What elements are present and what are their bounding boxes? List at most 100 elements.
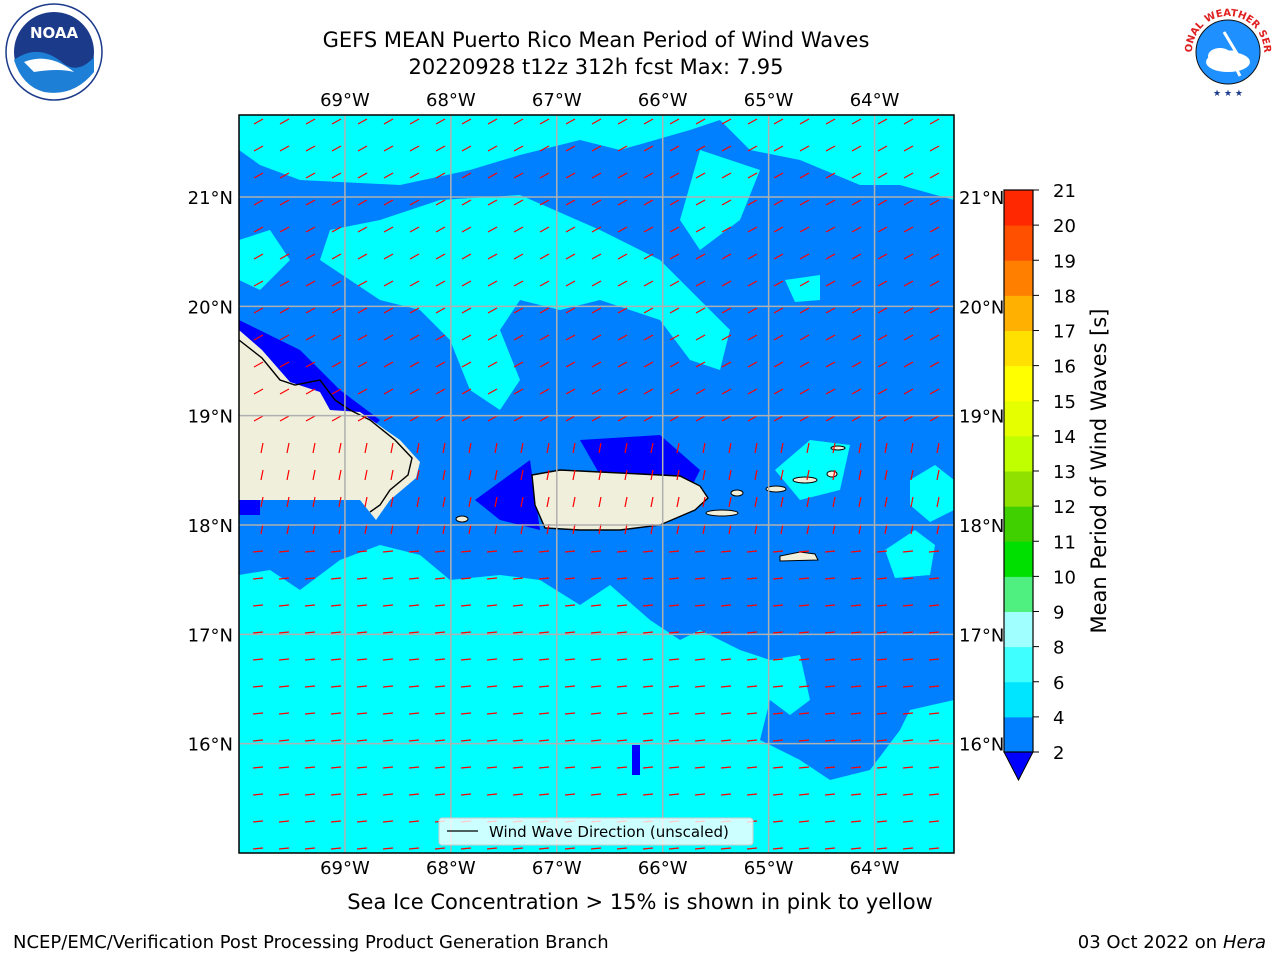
wave-arrow	[851, 388, 862, 395]
wave-arrow	[278, 793, 290, 796]
wave-arrow	[876, 793, 888, 796]
wave-arrow	[754, 469, 758, 481]
wave-arrow	[260, 442, 264, 454]
land-anegada	[830, 445, 846, 451]
wave-arrow	[798, 550, 810, 553]
wave-arrow	[772, 793, 784, 796]
wave-arrow	[720, 577, 732, 580]
wave-arrow	[642, 793, 654, 796]
wave-arrow	[434, 712, 446, 715]
wave-arrow	[565, 307, 576, 314]
colorbar-tick-label: 6	[1053, 673, 1064, 694]
wind-wave-arrows	[252, 118, 940, 850]
wave-arrow	[279, 172, 290, 179]
wave-arrow	[877, 199, 888, 206]
wave-arrow	[694, 685, 706, 688]
wave-arrow	[331, 361, 342, 368]
wave-arrow	[702, 469, 706, 481]
wave-arrow	[461, 307, 472, 314]
wave-arrow	[279, 253, 290, 260]
wave-arrow	[884, 496, 888, 508]
wave-arrow	[772, 739, 784, 742]
wave-arrow	[851, 307, 862, 314]
wave-arrow	[364, 442, 368, 454]
wave-arrow	[669, 388, 680, 395]
wave-arrow	[772, 685, 784, 688]
wave-arrow	[694, 793, 706, 796]
noaa-logo: NOAA	[5, 3, 103, 101]
wave-arrow	[356, 766, 368, 769]
wave-arrow	[279, 145, 290, 152]
wave-arrow	[876, 658, 888, 661]
wave-arrow	[798, 847, 810, 850]
wave-arrow	[539, 253, 550, 260]
wave-arrow	[460, 685, 472, 688]
wave-arrow	[383, 118, 394, 125]
wave-arrow	[824, 739, 836, 742]
wave-arrow	[356, 658, 368, 661]
wave-arrow	[305, 145, 316, 152]
wave-arrow	[538, 712, 550, 715]
wave-arrow	[616, 604, 628, 607]
wave-arrow	[806, 442, 810, 454]
wave-arrow	[279, 280, 290, 287]
wave-arrow	[356, 820, 368, 823]
wave-arrow	[591, 199, 602, 206]
wave-arrow	[616, 658, 628, 661]
wave-arrow	[383, 226, 394, 233]
wave-arrow	[695, 388, 706, 395]
wave-arrow	[356, 847, 368, 850]
footer-date-text: 03 Oct 2022 on	[1077, 932, 1223, 953]
wave-arrow	[669, 415, 680, 422]
colorbar-tick-label: 17	[1053, 322, 1076, 343]
wave-arrow	[799, 253, 810, 260]
wave-arrow	[747, 388, 758, 395]
wave-arrow	[929, 388, 940, 395]
wave-arrow	[902, 766, 914, 769]
wave-arrow	[617, 388, 628, 395]
wave-arrow	[590, 577, 602, 580]
wave-arrow	[746, 577, 758, 580]
wave-arrow	[305, 388, 316, 395]
map-frame	[238, 114, 955, 854]
wave-arrow	[746, 604, 758, 607]
wave-arrow	[279, 388, 290, 395]
wave-arrow	[486, 766, 498, 769]
wave-arrow	[357, 415, 368, 422]
wave-arrow	[304, 658, 316, 661]
wave-arrow	[279, 307, 290, 314]
wave-arrow	[910, 469, 914, 481]
wave-arrow	[565, 145, 576, 152]
wave-arrow	[702, 442, 706, 454]
wave-arrow	[357, 361, 368, 368]
wave-arrow	[720, 631, 732, 634]
wave-arrow	[668, 793, 680, 796]
wave-arrow	[902, 820, 914, 823]
wave-arrow	[382, 631, 394, 634]
wave-arrow	[590, 793, 602, 796]
wave-arrow	[338, 469, 342, 481]
wave-arrow	[643, 226, 654, 233]
wave-arrow	[825, 145, 836, 152]
lon-label-bottom: 65°W	[744, 858, 794, 879]
wave-arrow	[383, 253, 394, 260]
wave-arrow	[747, 172, 758, 179]
colorbar-tick-label: 13	[1053, 462, 1076, 483]
wave-arrow	[773, 307, 784, 314]
wave-arrow	[330, 550, 342, 553]
wave-arrow	[591, 361, 602, 368]
wave-arrow	[902, 685, 914, 688]
wave-arrow	[357, 145, 368, 152]
wave-arrow	[850, 550, 862, 553]
nws-logo: NATIONAL WEATHER SERVICE ★ ★ ★	[1178, 2, 1276, 100]
wave-arrow	[409, 307, 420, 314]
wave-arrow	[746, 712, 758, 715]
wave-arrow	[798, 766, 810, 769]
wave-arrow	[642, 847, 654, 850]
wave-arrow	[591, 388, 602, 395]
land-culebra	[730, 489, 744, 497]
wave-arrow	[408, 550, 420, 553]
wave-arrow	[278, 658, 290, 661]
wave-arrow	[877, 145, 888, 152]
wave-arrow	[383, 307, 394, 314]
